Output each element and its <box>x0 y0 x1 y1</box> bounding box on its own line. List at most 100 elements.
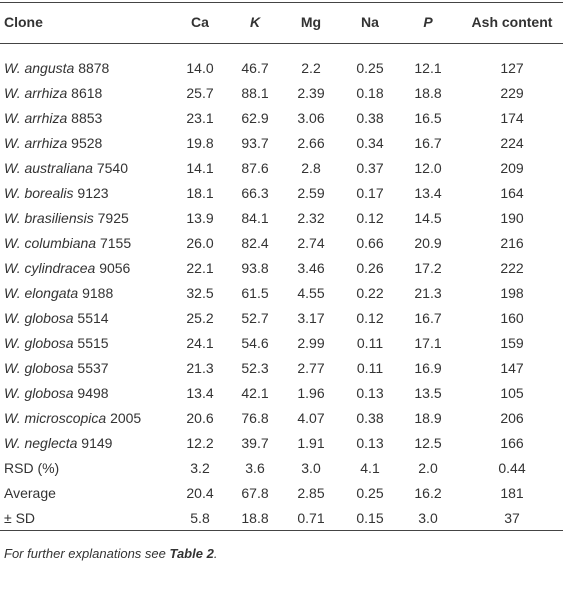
cell-value: 0.12 <box>356 310 384 326</box>
cell-value: 198 <box>500 285 524 301</box>
cell-value: 20.4 <box>186 485 214 501</box>
cell-value: 61.5 <box>241 285 269 301</box>
species: W. microscopica <box>4 410 107 426</box>
cell-value: 166 <box>500 435 524 451</box>
cell-value: 12.5 <box>414 435 442 451</box>
cell-value: 12.1 <box>414 60 442 76</box>
species: W. globosa <box>4 385 74 401</box>
clone-name: W. globosa 9498 <box>4 381 109 406</box>
cell-value: 17.1 <box>414 335 442 351</box>
species: W. angusta <box>4 60 75 76</box>
cell-value: 0.18 <box>356 85 384 101</box>
species: W. arrhiza <box>4 135 68 151</box>
cell-value: 5.8 <box>190 510 210 526</box>
clone-id: 9498 <box>77 385 109 401</box>
cell-value: 14.5 <box>414 210 442 226</box>
species: W. elongata <box>4 285 79 301</box>
cell-value: 16.7 <box>414 135 442 151</box>
species: W. australiana <box>4 160 93 176</box>
cell-value: 20.9 <box>414 235 442 251</box>
cell-value: 0.15 <box>356 510 384 526</box>
cell-value: 67.8 <box>241 485 269 501</box>
cell-value: 2.0 <box>418 460 438 476</box>
species: W. brasiliensis <box>4 210 94 226</box>
footnote-text: For further explanations see <box>4 546 170 561</box>
cell-value: 23.1 <box>186 110 214 126</box>
cell-value: 3.06 <box>297 110 325 126</box>
cell-value: 2.85 <box>297 485 325 501</box>
cell-value: 159 <box>500 335 524 351</box>
clone-id: 5514 <box>77 310 109 326</box>
clone-id: 8853 <box>71 110 103 126</box>
clone-name: W. australiana 7540 <box>4 156 128 181</box>
clone-name: W. globosa 5515 <box>4 331 109 356</box>
cell-value: 87.6 <box>241 160 269 176</box>
column-header: Mg <box>300 14 322 30</box>
cell-value: 14.1 <box>186 160 214 176</box>
cell-value: 0.25 <box>356 60 384 76</box>
cell-value: 3.2 <box>190 460 210 476</box>
clone-name: W. neglecta 9149 <box>4 431 112 456</box>
species: W. globosa <box>4 335 74 351</box>
cell-value: 22.1 <box>186 260 214 276</box>
clone-name: W. arrhiza 9528 <box>4 131 102 156</box>
clone-name: W. arrhiza 8853 <box>4 106 102 131</box>
cell-value: 16.7 <box>414 310 442 326</box>
cell-value: 2.59 <box>297 185 325 201</box>
clone-name: W. microscopica 2005 <box>4 406 141 431</box>
cell-value: 93.7 <box>241 135 269 151</box>
cell-value: 2.99 <box>297 335 325 351</box>
cell-value: 190 <box>500 210 524 226</box>
cell-value: 3.6 <box>245 460 265 476</box>
cell-value: 0.38 <box>356 410 384 426</box>
cell-value: 66.3 <box>241 185 269 201</box>
clone-name: W. elongata 9188 <box>4 281 113 306</box>
cell-value: 13.5 <box>414 385 442 401</box>
cell-value: 12.2 <box>186 435 214 451</box>
clone-id: 8618 <box>71 85 103 101</box>
clone-name: W. columbiana 7155 <box>4 231 131 256</box>
cell-value: 3.0 <box>301 460 321 476</box>
column-header: Ash content <box>471 14 553 30</box>
cell-value: 216 <box>500 235 524 251</box>
cell-value: 0.38 <box>356 110 384 126</box>
cell-value: 4.1 <box>360 460 380 476</box>
cell-value: 2.39 <box>297 85 325 101</box>
clone-id: 7925 <box>97 210 129 226</box>
rule <box>0 2 563 3</box>
cell-value: 17.2 <box>414 260 442 276</box>
cell-value: 1.91 <box>297 435 325 451</box>
clone-id: 5515 <box>77 335 109 351</box>
column-header: Clone <box>4 14 43 30</box>
cell-value: 0.13 <box>356 385 384 401</box>
cell-value: 16.5 <box>414 110 442 126</box>
cell-value: 3.17 <box>297 310 325 326</box>
clone-name: W. globosa 5537 <box>4 356 109 381</box>
species: W. neglecta <box>4 435 78 451</box>
species: W. globosa <box>4 360 74 376</box>
clone-name: W. cylindracea 9056 <box>4 256 130 281</box>
cell-value: 12.0 <box>414 160 442 176</box>
clone-name: W. brasiliensis 7925 <box>4 206 129 231</box>
cell-value: 26.0 <box>186 235 214 251</box>
column-header: Ca <box>191 14 209 30</box>
species: W. columbiana <box>4 235 97 251</box>
cell-value: 160 <box>500 310 524 326</box>
species: W. arrhiza <box>4 110 68 126</box>
cell-value: 222 <box>500 260 524 276</box>
cell-value: 54.6 <box>241 335 269 351</box>
cell-value: 16.2 <box>414 485 442 501</box>
species: W. cylindracea <box>4 260 96 276</box>
cell-value: 82.4 <box>241 235 269 251</box>
cell-value: 4.55 <box>297 285 325 301</box>
clone-id: 5537 <box>77 360 109 376</box>
cell-value: 229 <box>500 85 524 101</box>
cell-value: 52.3 <box>241 360 269 376</box>
cell-value: 14.0 <box>186 60 214 76</box>
cell-value: 0.71 <box>297 510 325 526</box>
footnote: For further explanations see Table 2. <box>4 546 217 561</box>
cell-value: 25.2 <box>186 310 214 326</box>
column-header: Na <box>361 14 379 30</box>
cell-value: 0.37 <box>356 160 384 176</box>
footnote-ref: Table 2 <box>169 546 214 561</box>
